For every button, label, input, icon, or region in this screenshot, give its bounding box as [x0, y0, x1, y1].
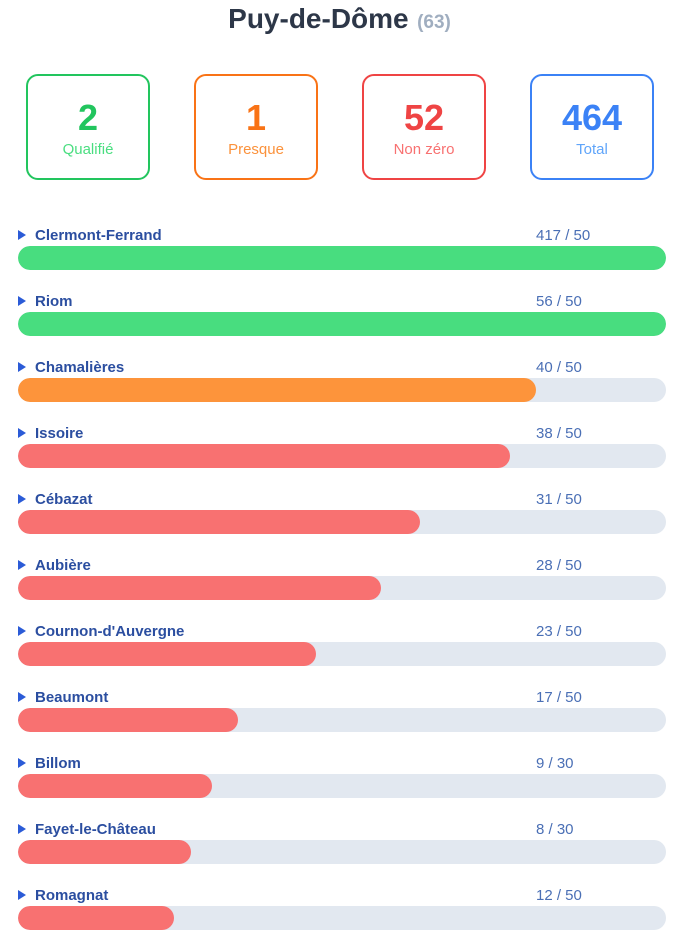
progress-fill [18, 312, 666, 336]
progress-track [18, 312, 666, 336]
page-title: Puy-de-Dôme [228, 3, 409, 34]
progress-track [18, 906, 666, 930]
progress-fill [18, 906, 174, 930]
progress-fill [18, 576, 381, 600]
commune-row: Beaumont 17 / 50 [18, 688, 666, 754]
stat-label: Total [576, 141, 608, 158]
page-header: Puy-de-Dôme (63) [0, 0, 679, 44]
commune-score: 38 / 50 [536, 425, 582, 442]
progress-fill [18, 708, 239, 732]
stat-value: 464 [561, 97, 623, 138]
progress-fill [18, 510, 420, 534]
commune-name[interactable]: Billom [35, 755, 81, 772]
commune-score: 17 / 50 [536, 689, 582, 706]
progress-fill [18, 444, 511, 468]
expand-triangle-icon[interactable] [18, 890, 26, 900]
commune-score: 56 / 50 [536, 293, 582, 310]
commune-name[interactable]: Chamalières [35, 359, 125, 376]
commune-row-toggle[interactable]: Cournon-d'Auvergne 23 / 50 [18, 622, 666, 642]
commune-score: 31 / 50 [536, 491, 582, 508]
commune-score: 417 / 50 [536, 227, 591, 244]
commune-name[interactable]: Aubière [35, 557, 91, 574]
progress-track [18, 576, 666, 600]
commune-list: Clermont-Ferrand 417 / 50 Riom 56 / 50 Chama… [18, 226, 666, 952]
stat-label: Presque [228, 141, 284, 158]
stat-value: 52 [403, 97, 445, 138]
progress-track [18, 246, 666, 270]
commune-score: 40 / 50 [536, 359, 582, 376]
commune-row: Clermont-Ferrand 417 / 50 [18, 226, 666, 292]
expand-triangle-icon[interactable] [18, 494, 26, 504]
stats-panel: 2 Qualifié 1 Presque 52 Non zéro 464 Tot… [26, 74, 658, 184]
expand-triangle-icon[interactable] [18, 758, 26, 768]
commune-name[interactable]: Issoire [35, 425, 84, 442]
commune-score: 28 / 50 [536, 557, 582, 574]
commune-row-toggle[interactable]: Romagnat 12 / 50 [18, 886, 666, 906]
commune-name[interactable]: Fayet-le-Château [35, 821, 156, 838]
progress-track [18, 642, 666, 666]
commune-name[interactable]: Beaumont [35, 689, 109, 706]
commune-name[interactable]: Clermont-Ferrand [35, 227, 162, 244]
commune-row-toggle[interactable]: Chamalières 40 / 50 [18, 358, 666, 378]
expand-triangle-icon[interactable] [18, 428, 26, 438]
progress-fill [18, 840, 192, 864]
commune-name[interactable]: Cournon-d'Auvergne [35, 623, 185, 640]
progress-track [18, 840, 666, 864]
commune-row-toggle[interactable]: Cébazat 31 / 50 [18, 490, 666, 510]
progress-fill [18, 642, 317, 666]
expand-triangle-icon[interactable] [18, 230, 26, 240]
commune-row-toggle[interactable]: Aubière 28 / 50 [18, 556, 666, 576]
expand-triangle-icon[interactable] [18, 560, 26, 570]
commune-score: 8 / 30 [536, 821, 574, 838]
commune-row-toggle[interactable]: Issoire 38 / 50 [18, 424, 666, 444]
expand-triangle-icon[interactable] [18, 626, 26, 636]
commune-row-toggle[interactable]: Riom 56 / 50 [18, 292, 666, 312]
commune-score: 9 / 30 [536, 755, 574, 772]
stat-card-almost: 1 Presque [194, 74, 318, 180]
stat-card-qualified: 2 Qualifié [26, 74, 150, 180]
progress-track [18, 708, 666, 732]
stat-card-nonzero: 52 Non zéro [362, 74, 486, 180]
commune-name[interactable]: Romagnat [35, 887, 109, 904]
commune-row: Issoire 38 / 50 [18, 424, 666, 490]
commune-row: Romagnat 12 / 50 [18, 886, 666, 952]
progress-track [18, 444, 666, 468]
commune-row-toggle[interactable]: Beaumont 17 / 50 [18, 688, 666, 708]
commune-name[interactable]: Riom [35, 293, 73, 310]
commune-row: Fayet-le-Château 8 / 30 [18, 820, 666, 886]
progress-track [18, 510, 666, 534]
commune-row: Riom 56 / 50 [18, 292, 666, 358]
commune-row-toggle[interactable]: Billom 9 / 30 [18, 754, 666, 774]
progress-track [18, 774, 666, 798]
commune-score: 23 / 50 [536, 623, 582, 640]
expand-triangle-icon[interactable] [18, 362, 26, 372]
progress-fill [18, 378, 537, 402]
stat-value: 1 [245, 97, 267, 138]
stat-value: 2 [77, 97, 99, 138]
commune-row: Chamalières 40 / 50 [18, 358, 666, 424]
expand-triangle-icon[interactable] [18, 824, 26, 834]
commune-name[interactable]: Cébazat [35, 491, 93, 508]
expand-triangle-icon[interactable] [18, 296, 26, 306]
commune-count: (63) [417, 12, 451, 33]
commune-row: Aubière 28 / 50 [18, 556, 666, 622]
expand-triangle-icon[interactable] [18, 692, 26, 702]
commune-row: Cébazat 31 / 50 [18, 490, 666, 556]
stat-label: Non zéro [393, 141, 455, 158]
stat-card-total: 464 Total [530, 74, 654, 180]
commune-row-toggle[interactable]: Clermont-Ferrand 417 / 50 [18, 226, 666, 246]
stat-label: Qualifié [62, 141, 114, 158]
progress-fill [18, 774, 213, 798]
commune-row: Billom 9 / 30 [18, 754, 666, 820]
progress-track [18, 378, 666, 402]
progress-fill [18, 246, 666, 270]
commune-score: 12 / 50 [536, 887, 582, 904]
commune-row-toggle[interactable]: Fayet-le-Château 8 / 30 [18, 820, 666, 840]
commune-row: Cournon-d'Auvergne 23 / 50 [18, 622, 666, 688]
